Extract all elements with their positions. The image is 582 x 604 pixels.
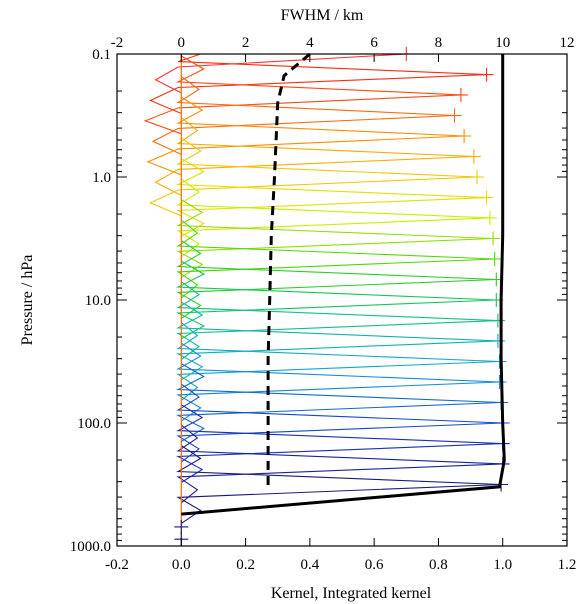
x2-tick-label: 10 bbox=[495, 35, 510, 51]
kernel-peak-marker bbox=[479, 67, 494, 82]
fwhm-line bbox=[266, 52, 311, 487]
kernel-peak-marker bbox=[447, 108, 462, 123]
y-tick-label: 1.0 bbox=[92, 170, 111, 186]
x-tick-label: 0.6 bbox=[365, 557, 384, 573]
plot-frame bbox=[116, 53, 568, 547]
x-tick-label: 0.2 bbox=[236, 557, 255, 573]
y-tick-label: 0.1 bbox=[92, 47, 111, 63]
kernel-peak-marker bbox=[492, 354, 507, 369]
kernel-peak-marker bbox=[479, 190, 494, 205]
x-tick-label: 0.0 bbox=[172, 557, 191, 573]
x-tick-label: 0.8 bbox=[429, 557, 448, 573]
axis-ticks: -0.2 0.0 0.2 0.4 0.6 0.8 1.0 1.2 -2 0 2 4 6 8 10 12 0.1 1… bbox=[70, 35, 577, 573]
x2-tick-label: 6 bbox=[370, 35, 378, 51]
x-tick-label: 1.2 bbox=[558, 557, 577, 573]
x-axis-title: Kernel, Integrated kernel bbox=[271, 585, 432, 602]
kernel-peak-marker bbox=[470, 170, 484, 184]
y-axis-title: Pressure / hPa bbox=[19, 255, 36, 346]
kernel-line bbox=[149, 53, 487, 115]
y-tick-label: 100.0 bbox=[77, 416, 111, 432]
x2-tick-label: -2 bbox=[111, 35, 124, 51]
kernel-peak-marker bbox=[174, 519, 189, 534]
x2-tick-label: 2 bbox=[242, 35, 250, 51]
kernel-peak-marker bbox=[482, 210, 497, 225]
y-tick-label: 1000.0 bbox=[70, 539, 111, 555]
kernel-peak-marker bbox=[486, 231, 501, 246]
x-tick-label: -0.2 bbox=[105, 557, 129, 573]
kernel-peak-marker bbox=[490, 333, 505, 348]
kernel-peak-marker bbox=[487, 252, 502, 266]
kernel-peak-marker bbox=[490, 313, 505, 328]
kernel-peak-marker bbox=[457, 129, 472, 143]
kernel-lines bbox=[143, 47, 510, 547]
kernel-peak-marker bbox=[466, 149, 481, 164]
integrated-kernel-line bbox=[181, 54, 506, 516]
kernel-peak-marker bbox=[453, 87, 468, 102]
x2-axis-title: FWHM / km bbox=[281, 7, 364, 24]
y-tick-label: 10.0 bbox=[85, 293, 111, 309]
x2-tick-label: 12 bbox=[560, 35, 575, 51]
x2-tick-label: 4 bbox=[306, 35, 314, 51]
x-tick-label: 1.0 bbox=[493, 557, 512, 573]
x2-tick-label: 8 bbox=[435, 35, 443, 51]
x-tick-label: 0.4 bbox=[300, 557, 319, 573]
kernel-peak-marker bbox=[492, 375, 507, 389]
x2-tick-label: 0 bbox=[178, 35, 186, 51]
